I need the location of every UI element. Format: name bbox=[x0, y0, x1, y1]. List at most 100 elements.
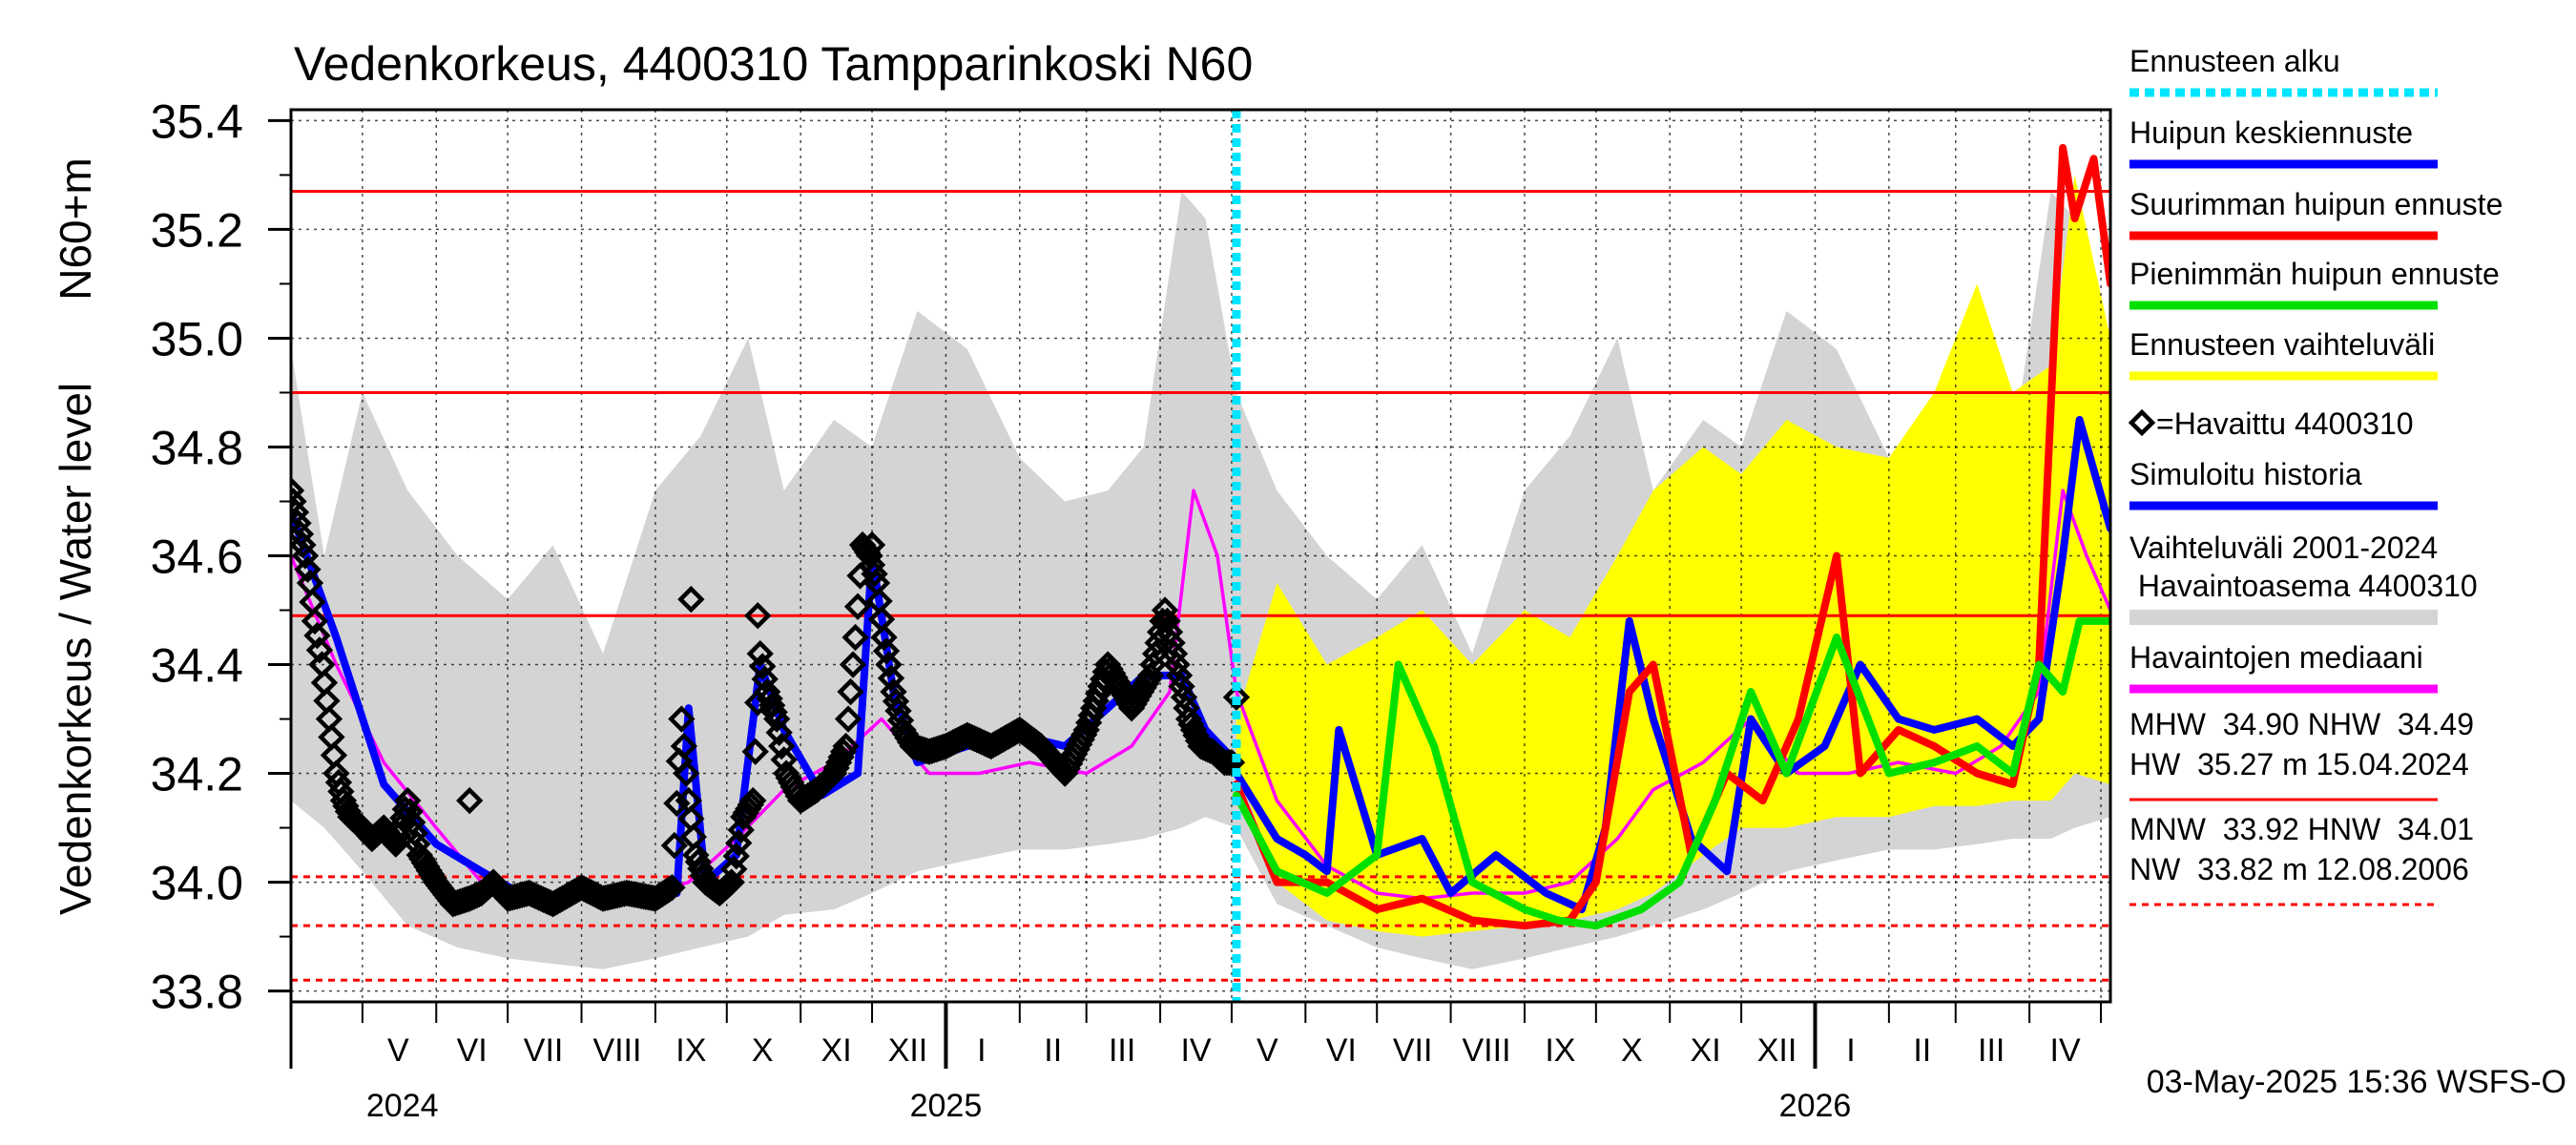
observed-point-66-1 bbox=[1165, 661, 1194, 690]
observed-point-30-1 bbox=[670, 732, 698, 760]
month-label-20: I bbox=[1846, 1032, 1855, 1069]
month-label-4: IX bbox=[675, 1032, 706, 1069]
legend-item-6: Simuloitu historia bbox=[2129, 457, 2438, 510]
legend: Ennusteen alku Huipun keskiennuste Suurimm… bbox=[2128, 44, 2503, 906]
legend-stats-line-1-1: NW 33.82 m 12.08.2006 bbox=[2129, 852, 2469, 886]
observed-point-0-1 bbox=[291, 488, 307, 515]
observed-point-65-2 bbox=[1155, 618, 1184, 646]
legend-item-7: Vaihteluväli 2001-2024 bbox=[2129, 531, 2438, 565]
observed-point-40-1 bbox=[765, 718, 793, 746]
footer-timestamp: 03-May-2025 15:36 WSFS-O bbox=[2147, 1064, 2566, 1100]
observed-point-48-2 bbox=[861, 560, 888, 588]
legend-label-1: Huipun keskiennuste bbox=[2129, 115, 2413, 150]
month-label-6: XI bbox=[821, 1032, 852, 1069]
observed-point-5-0 bbox=[301, 607, 329, 635]
month-label-5: X bbox=[752, 1032, 774, 1069]
month-label-13: VI bbox=[1326, 1032, 1357, 1069]
observed-point-65-0 bbox=[1151, 596, 1179, 624]
month-label-23: IV bbox=[2050, 1032, 2081, 1069]
plot-frame bbox=[289, 108, 2112, 1004]
observed-point-38-1 bbox=[749, 653, 777, 680]
chart-title: Vedenkorkeus, 4400310 Tampparinkoski N60 bbox=[294, 37, 1253, 91]
reference-lines-layer bbox=[291, 190, 2110, 982]
observed-point-5-1 bbox=[303, 621, 331, 650]
legend-item-5: =Havaittu 4400310 bbox=[2128, 406, 2414, 441]
observed-outlier-2 bbox=[744, 602, 772, 630]
grid-layer bbox=[291, 110, 2110, 1002]
observed-point-45-1 bbox=[834, 705, 862, 733]
series-line-4 bbox=[1232, 616, 2110, 930]
legend-label-2: Suurimman huipun ennuste bbox=[2129, 187, 2503, 221]
y-axis-label-left: Vedenkorkeus / Water level bbox=[51, 383, 100, 915]
observed-point-65-4 bbox=[1160, 639, 1189, 668]
month-label-1: VI bbox=[457, 1032, 488, 1069]
legend-item-4: Ennusteen vaihteluväli bbox=[2129, 327, 2438, 381]
legend-stats-1: MNW 33.92 HNW 34.01 NW 33.82 m 12.08.2006 bbox=[2129, 812, 2474, 906]
observed-point-35-0 bbox=[717, 868, 745, 896]
observed-point-29-1 bbox=[660, 831, 689, 860]
observed-point-50-2 bbox=[875, 651, 903, 678]
observed-outlier-3 bbox=[858, 531, 886, 559]
observed-point-29-0 bbox=[658, 874, 686, 902]
y-tick-label-8: 35.4 bbox=[151, 94, 243, 148]
month-label-3: VIII bbox=[592, 1032, 641, 1069]
observed-point-50-0 bbox=[870, 623, 898, 652]
observed-point-40-0 bbox=[763, 705, 791, 733]
observed-point-3-1 bbox=[294, 555, 322, 583]
y-tick-label-7: 35.2 bbox=[151, 203, 243, 257]
observed-point-65-3 bbox=[1158, 629, 1186, 656]
month-label-16: IX bbox=[1545, 1032, 1575, 1069]
observed-point-37-1 bbox=[741, 738, 769, 765]
month-label-15: VIII bbox=[1463, 1032, 1511, 1069]
legend-item-1: Huipun keskiennuste bbox=[2129, 115, 2438, 169]
observed-point-39-3 bbox=[760, 698, 788, 726]
legend-stats-line-1-0: MNW 33.92 HNW 34.01 bbox=[2129, 812, 2474, 846]
observed-point-35-4 bbox=[727, 816, 755, 844]
y-tick-label-6: 35.0 bbox=[151, 312, 243, 365]
month-label-2: VII bbox=[524, 1032, 564, 1069]
observed-point-46-0 bbox=[841, 623, 869, 652]
observed-point-15-1 bbox=[396, 798, 424, 825]
legend-label-7: Vaihteluväli 2001-2024 bbox=[2129, 531, 2438, 565]
observed-point-0-0 bbox=[291, 476, 305, 505]
observed-point-45-2 bbox=[837, 677, 864, 706]
y-tick-label-5: 34.8 bbox=[151, 421, 243, 474]
observed-point-15-2 bbox=[399, 808, 426, 837]
observed-point-37-0 bbox=[739, 786, 767, 815]
legend-label-4: Ennusteen vaihteluväli bbox=[2129, 327, 2435, 362]
observed-point-5-2 bbox=[305, 636, 334, 664]
legend-item-3: Pienimmän huipun ennuste bbox=[2129, 257, 2500, 310]
legend-stats-line-0-0: MHW 34.90 NHW 34.49 bbox=[2129, 707, 2474, 741]
year-label-2: 2026 bbox=[1779, 1088, 1852, 1124]
observed-point-45-0 bbox=[832, 732, 860, 760]
observed-point-38-2 bbox=[751, 665, 779, 693]
observed-point-66-0 bbox=[1163, 651, 1191, 678]
observed-point-1-0 bbox=[291, 498, 310, 527]
month-label-18: XI bbox=[1691, 1032, 1721, 1069]
month-label-11: IV bbox=[1180, 1032, 1211, 1069]
legend-item-0: Ennusteen alku bbox=[2129, 44, 2438, 97]
y-axis-label-right: N60+m bbox=[51, 157, 100, 301]
observed-point-35-2 bbox=[722, 843, 750, 870]
y-tick-label-4: 34.6 bbox=[151, 531, 243, 584]
observed-point-3-0 bbox=[291, 542, 320, 570]
y-tick-label-2: 34.2 bbox=[151, 748, 243, 802]
legend-item-2: Suurimman huipun ennuste bbox=[2129, 187, 2503, 240]
legend-marker-icon bbox=[2128, 408, 2156, 437]
observed-point-15-3 bbox=[401, 820, 428, 847]
legend-item-9: Havaintojen mediaani bbox=[2129, 640, 2438, 694]
observed-point-30-0 bbox=[668, 705, 696, 733]
legend-stats-0: MHW 34.90 NHW 34.49 HW 35.27 m 15.04.2024 bbox=[2129, 707, 2474, 802]
axes-layer: 33.834.034.234.434.634.835.035.235.4V VI V… bbox=[151, 94, 2112, 1124]
legend-item-8: Havaintoasema 4400310 bbox=[2129, 569, 2478, 625]
observed-point-30-2 bbox=[673, 760, 700, 787]
observed-point-66-2 bbox=[1168, 673, 1195, 700]
y-tick-label-3: 34.4 bbox=[151, 639, 243, 693]
month-label-21: II bbox=[1913, 1032, 1931, 1069]
observed-point-35-3 bbox=[725, 829, 753, 857]
observed-point-15-0 bbox=[394, 786, 422, 815]
observed-point-46-1 bbox=[843, 593, 872, 620]
month-label-14: VII bbox=[1393, 1032, 1433, 1069]
observed-outlier-1 bbox=[677, 585, 705, 614]
observed-point-65-1 bbox=[1153, 607, 1181, 635]
